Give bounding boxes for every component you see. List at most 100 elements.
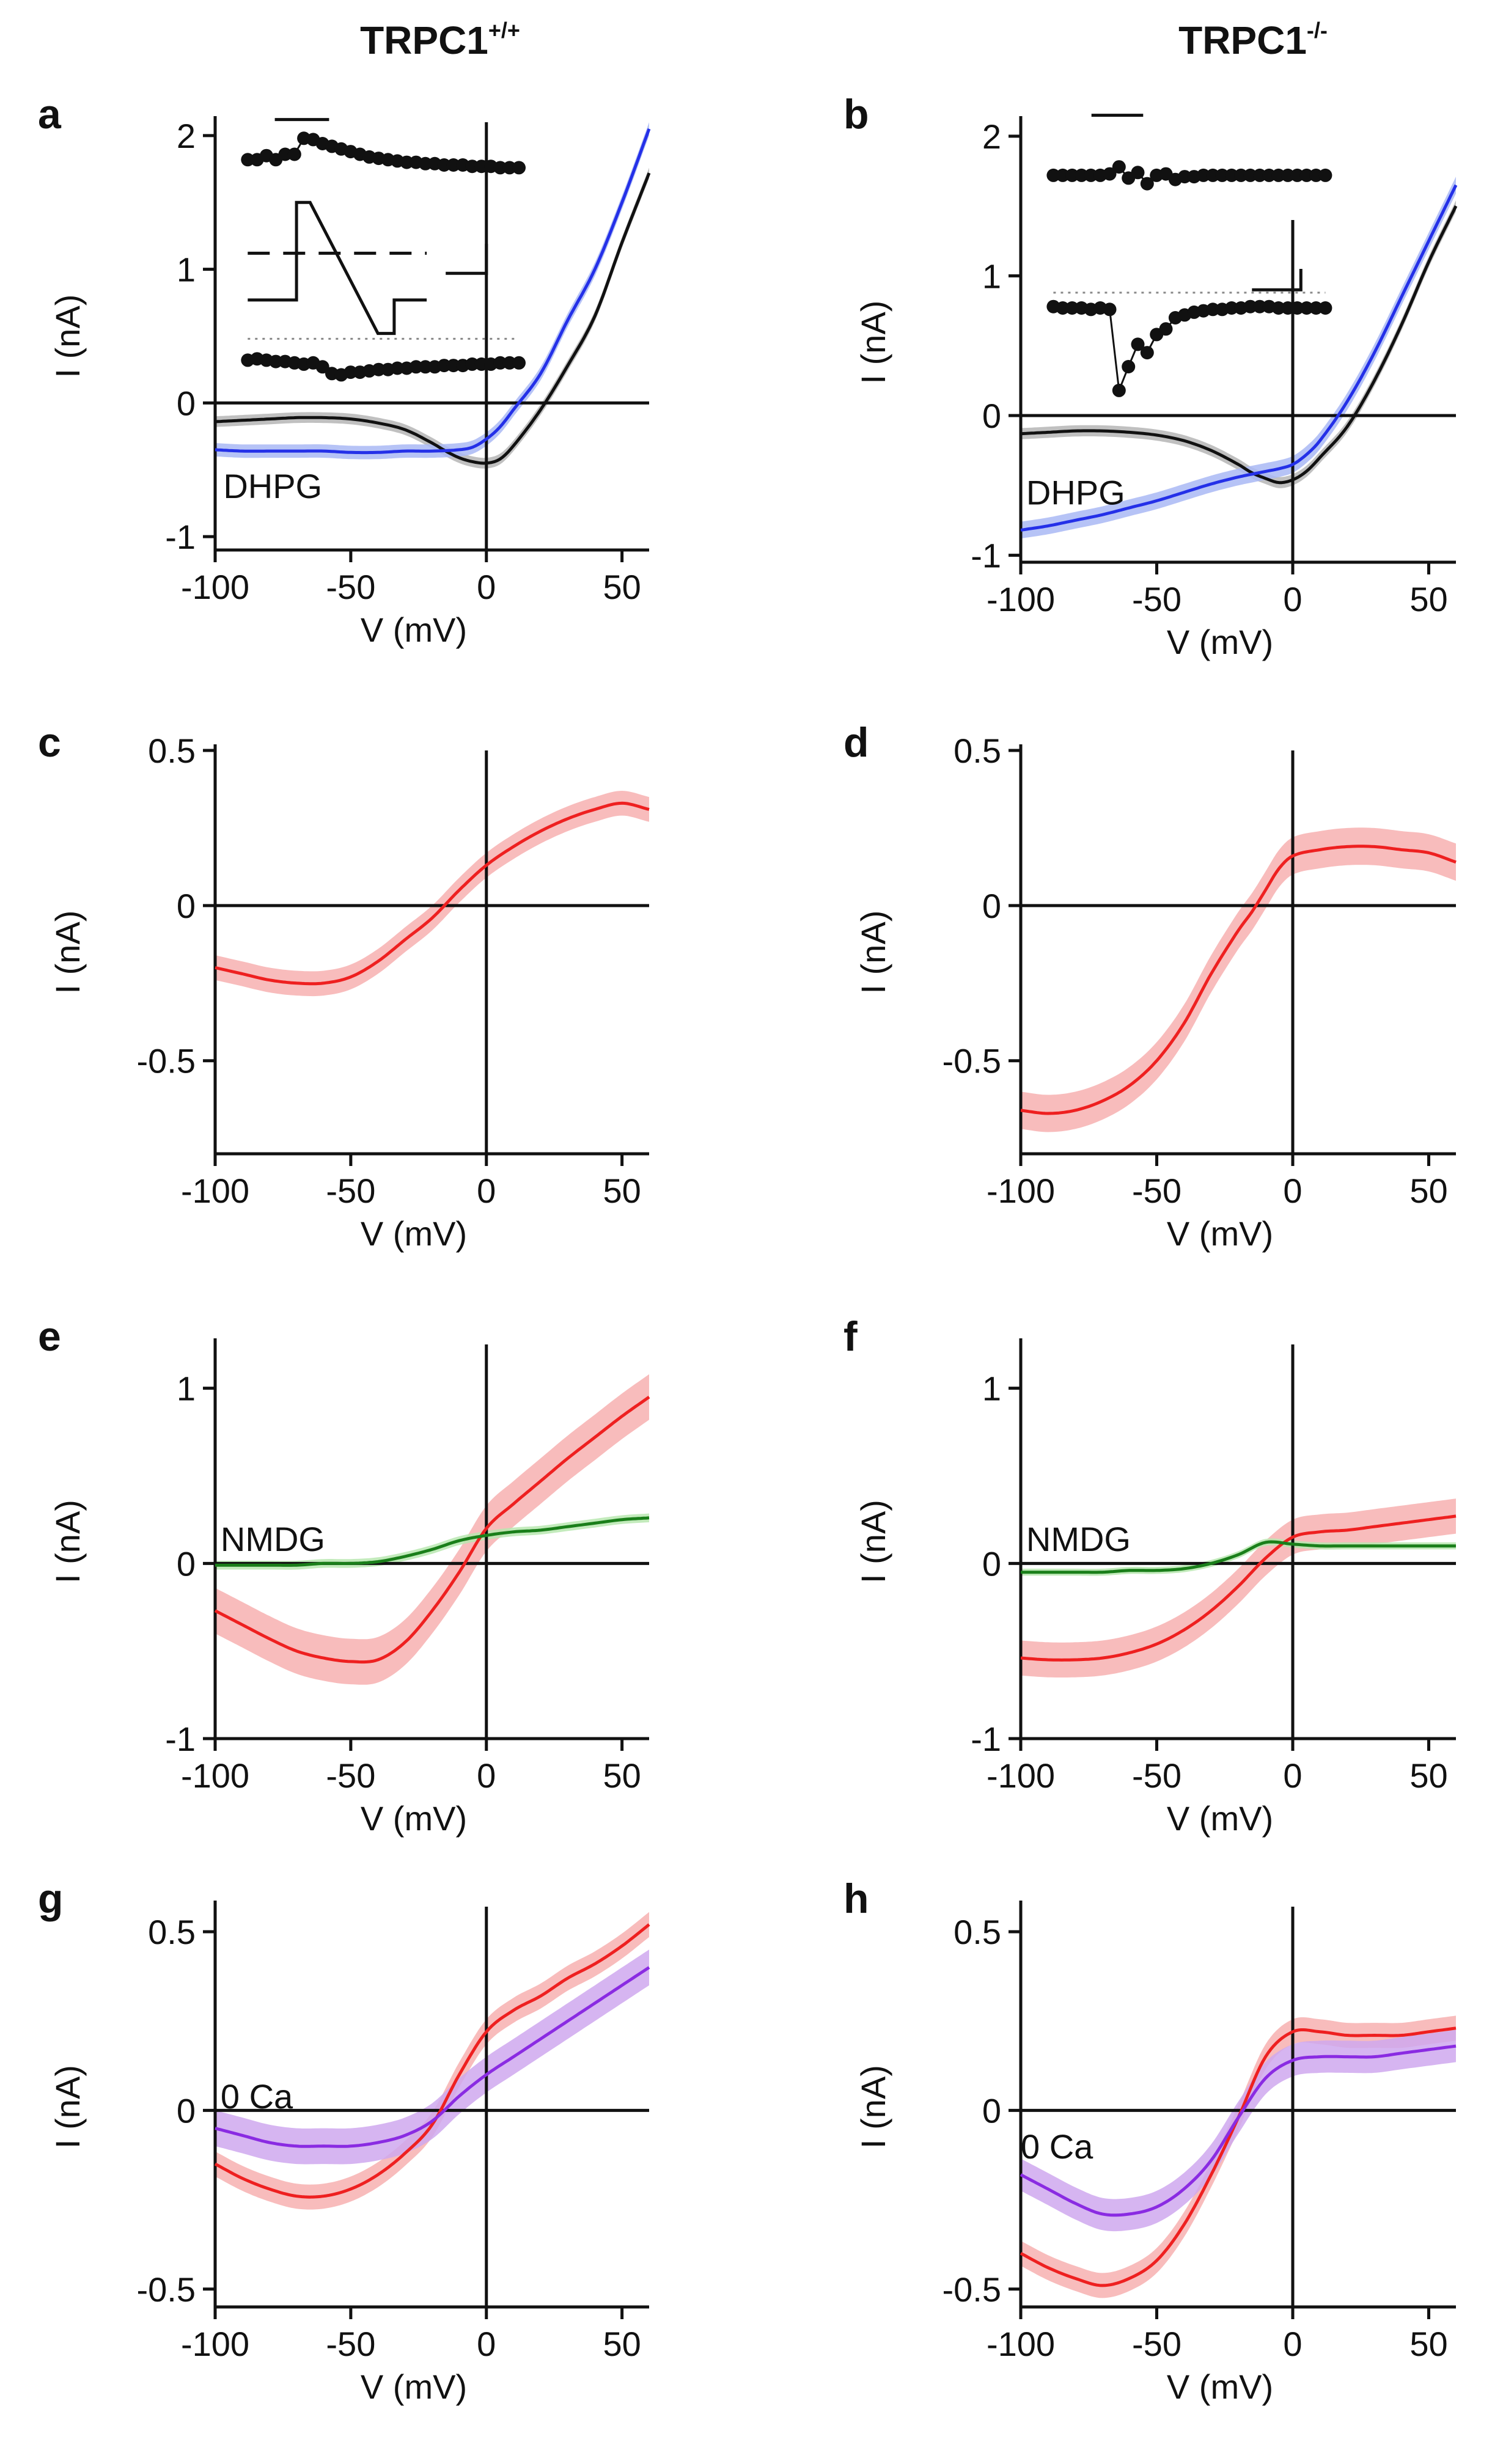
y-tick-label: 0.5 — [148, 1913, 196, 1951]
panel-label: g — [38, 1876, 64, 1922]
y-tick-label: 0 — [177, 887, 196, 925]
y-axis-label: I (nA) — [854, 2065, 892, 2149]
inset-dot — [465, 357, 479, 371]
inset-dot — [1103, 302, 1117, 317]
inset-dot — [1084, 168, 1098, 182]
inset-dot — [1131, 166, 1145, 180]
x-tick-label: -100 — [181, 568, 249, 606]
trace-black — [215, 172, 651, 465]
y-tick-label: -1 — [165, 1720, 196, 1758]
y-axis-label: I (nA) — [854, 911, 892, 994]
x-tick-label: 0 — [477, 1756, 496, 1795]
y-tick-label: -0.5 — [137, 1042, 196, 1080]
inset-dot — [1206, 302, 1220, 317]
x-tick-label: 50 — [603, 1172, 641, 1210]
panel-label: e — [38, 1313, 61, 1360]
panel-a: a -100 -50 0 50 -1 0 1 2 V (mV) I (nA) DHPG — [38, 91, 651, 649]
y-tick-label: 1 — [982, 257, 1001, 295]
inset-dot — [1056, 168, 1070, 182]
panel-label: d — [843, 719, 869, 766]
x-tick-label: 0 — [1283, 2325, 1302, 2363]
y-axis-label: I (nA) — [48, 295, 87, 378]
x-axis-label: V (mV) — [1167, 2367, 1273, 2406]
inset-dot — [315, 360, 329, 374]
column-title-wildtype-sup: +/+ — [488, 18, 520, 43]
x-tick-label: 50 — [1409, 1172, 1447, 1210]
inset-dot — [419, 156, 432, 170]
inset-dot — [502, 161, 516, 175]
inset-dot — [446, 359, 460, 373]
x-tick-label: -100 — [987, 1756, 1055, 1795]
inset-dot — [1112, 383, 1126, 397]
trace-red — [1020, 1514, 1457, 1662]
inset-dot-trace — [1046, 160, 1332, 191]
y-tick-label: 0 — [177, 1544, 196, 1583]
x-tick-label: -100 — [181, 1172, 249, 1210]
inset-dot — [512, 161, 526, 175]
inset-dot — [446, 158, 460, 172]
error-band-purple — [1021, 2030, 1456, 2232]
inset-dot — [344, 365, 358, 380]
x-tick-label: -100 — [987, 2325, 1055, 2363]
inset-inset-scale-bar — [446, 244, 488, 275]
y-tick-label: 0.5 — [954, 1913, 1001, 1951]
x-axis-label: V (mV) — [1167, 1214, 1273, 1253]
x-tick-label: 50 — [603, 568, 641, 606]
inset-dot — [1271, 168, 1285, 182]
inset-dot — [1140, 346, 1154, 360]
inset-dot — [1290, 168, 1304, 182]
x-tick-label: 0 — [477, 568, 496, 606]
x-tick-label: -100 — [181, 2325, 249, 2363]
column-title-wildtype-base: TRPC1 — [360, 18, 488, 62]
panel-label: a — [38, 91, 62, 138]
y-tick-label: -1 — [971, 1720, 1001, 1758]
series-annotation: DHPG — [1026, 474, 1125, 512]
panel-h: h -100 -50 0 50 -0.5 0 0.5 V (mV) I (nA) 0 Ca — [843, 1876, 1457, 2406]
trace-purple — [1020, 2044, 1457, 2217]
inset-dot — [287, 147, 301, 161]
trace-green — [1021, 1540, 1456, 1574]
y-axis-label: I (nA) — [48, 911, 87, 994]
inset-dot — [1075, 168, 1089, 182]
inset-dot — [1225, 301, 1238, 315]
y-tick-label: 0 — [177, 384, 196, 422]
x-axis-label: V (mV) — [1167, 1799, 1273, 1838]
x-tick-label: 50 — [603, 1756, 641, 1795]
inset-dot — [1046, 168, 1060, 182]
inset-dot — [1271, 301, 1285, 315]
y-axis-label: I (nA) — [48, 2065, 87, 2149]
series-annotation: DHPG — [223, 467, 322, 505]
error-band-green — [1021, 1538, 1456, 1576]
error-band-blue — [1021, 177, 1456, 539]
column-title-knockout: TRPC1-/- — [1178, 18, 1328, 62]
inset-dot — [474, 160, 488, 174]
y-tick-label: 0.5 — [148, 732, 196, 770]
y-tick-label: 1 — [982, 1370, 1001, 1408]
panel-d: d -100 -50 0 50 -0.5 0 0.5 V (mV) I (nA) — [843, 719, 1457, 1253]
inset-dot — [391, 361, 405, 375]
inset-dot — [278, 147, 292, 161]
y-axis-label: I (nA) — [854, 301, 892, 384]
y-tick-label: 0 — [982, 1544, 1001, 1583]
y-axis-label: I (nA) — [48, 1500, 87, 1583]
panel-c: c -100 -50 0 50 -0.5 0 0.5 V (mV) I (nA) — [38, 719, 650, 1253]
x-tick-label: 0 — [477, 2325, 496, 2363]
inset-dot — [1253, 299, 1266, 314]
trace-red — [1020, 845, 1457, 1115]
inset-dot — [1318, 168, 1332, 182]
inset-dot — [437, 158, 451, 172]
inset-dot — [372, 362, 386, 376]
y-tick-label: 2 — [177, 117, 196, 155]
inset-dot — [1262, 168, 1276, 182]
x-tick-label: -50 — [326, 1756, 375, 1795]
trace-blue — [1020, 184, 1458, 532]
inset-dot-trace — [241, 131, 526, 175]
error-band-red — [215, 1912, 649, 2210]
inset-dot — [1299, 301, 1314, 315]
inset-dot — [1234, 168, 1248, 182]
panel-label: b — [843, 91, 869, 138]
inset-dot — [1243, 168, 1257, 182]
inset-dot — [493, 356, 507, 370]
